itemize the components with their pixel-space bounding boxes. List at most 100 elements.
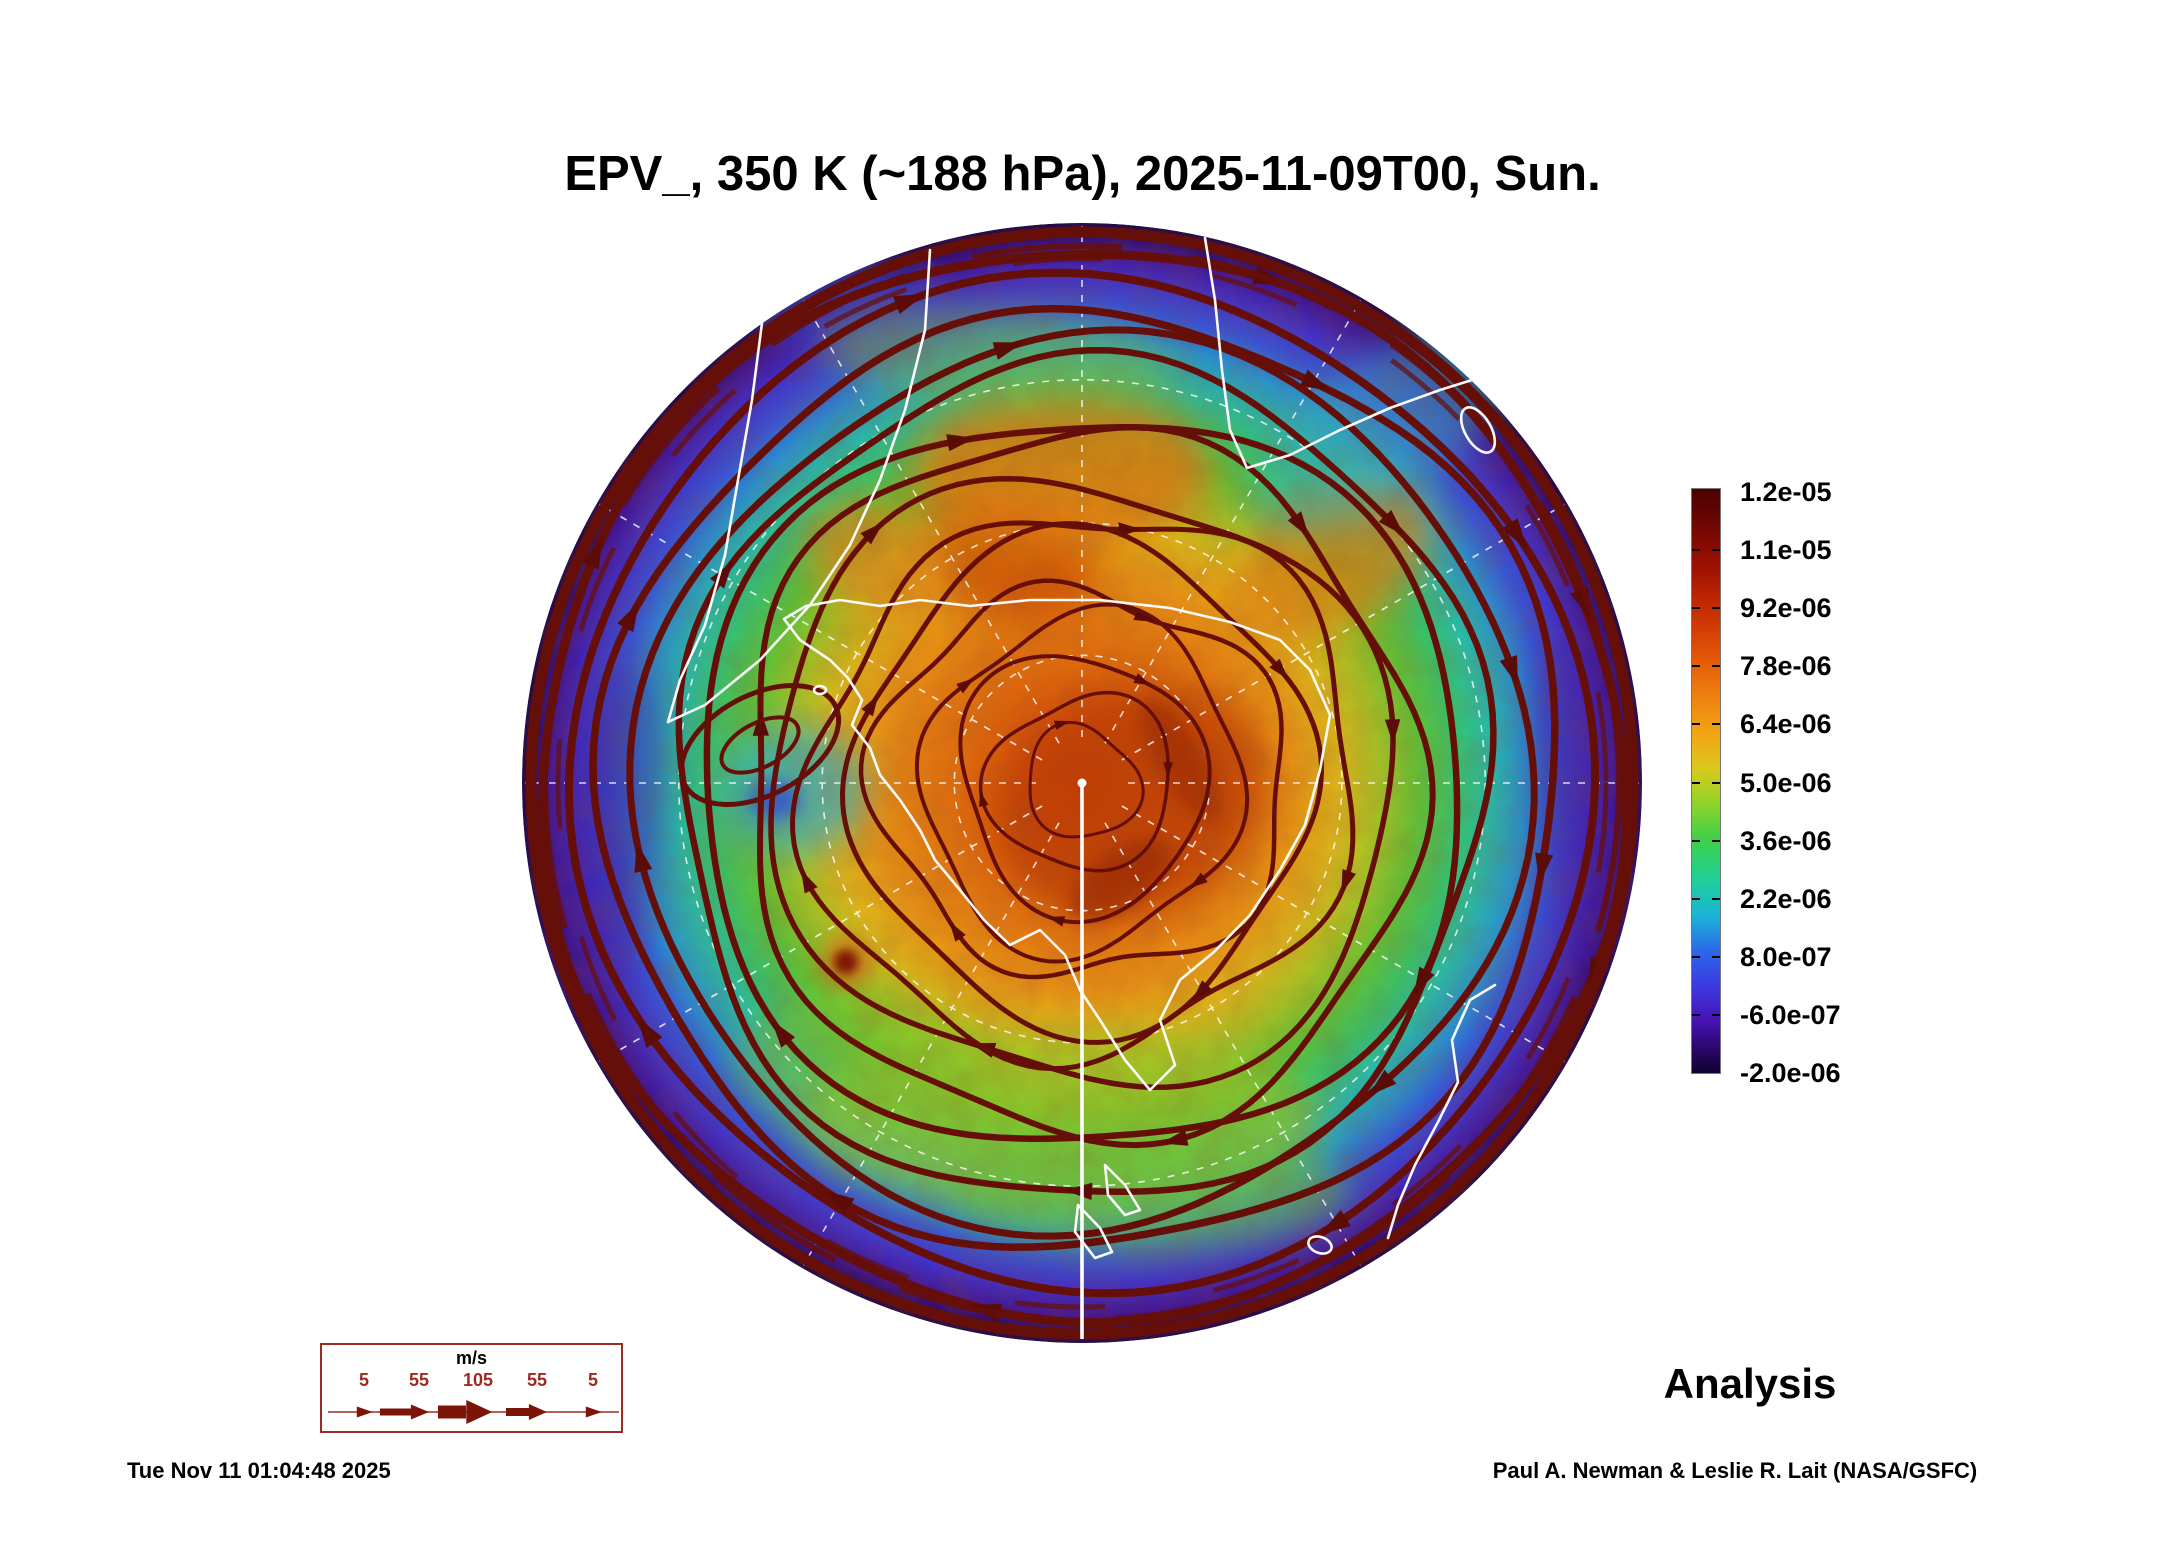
coastlines	[666, 236, 1497, 1260]
plot-title: EPV_, 350 K (~188 hPa), 2025-11-09T00, S…	[564, 147, 1601, 201]
colorbar-tick-mark	[1692, 955, 1700, 958]
colorbar-gradient	[1692, 489, 1720, 1073]
wind-scale-arrow	[585, 1406, 602, 1418]
colorbar-tick-label: 6.4e-06	[1740, 709, 1832, 740]
streamline-arrowhead	[1501, 518, 1528, 550]
colorbar-tick-label: -6.0e-07	[1740, 999, 1841, 1030]
streamline-arrowhead	[1535, 852, 1554, 883]
wind-unit-label: m/s	[455, 1348, 488, 1368]
colorbar-tick-mark	[1712, 781, 1720, 784]
streamline-arrowhead	[946, 434, 976, 452]
colorbar-tick-mark	[1692, 897, 1700, 900]
coastline-south-america-east	[666, 248, 932, 724]
streamline-arrowhead	[861, 694, 879, 717]
colorbar-tick-label: 1.1e-05	[1740, 535, 1832, 566]
streamline-arrowhead	[1192, 980, 1212, 1001]
streamline-arrowhead	[956, 677, 975, 694]
streamline-arrowhead	[1053, 720, 1071, 730]
streamline-arrowhead	[636, 1016, 663, 1048]
colorbar-tick-mark	[1712, 607, 1720, 610]
colorbar-tick-label: 5.0e-06	[1740, 767, 1832, 798]
island-outline	[1459, 406, 1497, 454]
island-outline	[812, 684, 828, 696]
colorbar-tick-mark	[1712, 1013, 1720, 1016]
streamline-arrowhead	[1047, 916, 1066, 927]
streamline-arrowhead	[1368, 1069, 1397, 1096]
map-area	[510, 211, 1654, 1355]
cutoff-eddy-streamline	[719, 715, 801, 775]
streamline-arrowhead	[617, 601, 640, 633]
coastline-new-zealand-north	[1103, 1163, 1142, 1217]
wind-tick-label: 5	[587, 1370, 598, 1390]
wind-arrow-scale	[328, 1400, 619, 1424]
colorbar-tick-mark	[1712, 839, 1720, 842]
colorbar-tick-mark	[1712, 549, 1720, 552]
streamline-arrowhead	[824, 1190, 855, 1215]
streamline-arrowhead	[1384, 719, 1401, 745]
wind-speed-legend: m/s 5 55 105 55 5	[320, 1343, 623, 1433]
colorbar	[1691, 488, 1721, 1074]
coastline-antarctica	[782, 598, 1332, 1092]
streamline-arrowhead	[1299, 369, 1331, 391]
credit-text: Paul A. Newman & Leslie R. Lait (NASA/GS…	[1492, 1458, 1978, 1483]
colorbar-tick-mark	[1692, 1013, 1700, 1016]
pole-marker	[1077, 778, 1087, 788]
streamline-arrowhead	[1189, 872, 1208, 889]
coastline-south-america-west	[666, 321, 764, 724]
wind-tick-label: 5	[358, 1370, 369, 1390]
streamline-arrowhead	[992, 342, 1024, 360]
colorbar-tick-mark	[1692, 665, 1700, 668]
colorbar-tick-label: 9.2e-06	[1740, 593, 1832, 624]
map-layers	[522, 223, 1642, 1343]
colorbar-tick-mark	[1712, 955, 1720, 958]
map-svg	[522, 223, 1642, 1343]
colorbar-tick-mark	[1692, 723, 1700, 726]
colorbar-tick-label: 2.2e-06	[1740, 883, 1832, 914]
streamline-arrowhead	[581, 537, 603, 570]
streamline-arrowhead	[979, 790, 989, 808]
streamline-arrowhead	[771, 1020, 796, 1048]
colorbar-tick-label: -2.0e-06	[1740, 1058, 1841, 1088]
colorbar-tick-label: 1.2e-05	[1740, 477, 1832, 507]
wind-scale-arrow	[528, 1404, 547, 1420]
streamline-arrowhead	[1133, 673, 1152, 686]
streamline-arrowhead	[1341, 869, 1357, 894]
colorbar-tick-mark	[1712, 665, 1720, 668]
streamline-arrowhead	[1378, 509, 1405, 536]
timestamp-text: Tue Nov 11 01:04:48 2025	[127, 1458, 391, 1483]
island-outline	[1307, 1235, 1333, 1255]
wind-scale-arrow	[410, 1404, 429, 1420]
streamline-arrowhead	[1269, 658, 1289, 680]
coastline-africa-south	[1203, 236, 1474, 470]
streamline-arrowhead	[800, 869, 818, 894]
colorbar-tick-mark	[1692, 549, 1700, 552]
colorbar-tick-mark	[1712, 897, 1720, 900]
streamline-arrowhead	[1319, 1209, 1351, 1235]
streamline-arrowhead	[1499, 655, 1518, 686]
analysis-label: Analysis	[1663, 1360, 1837, 1407]
colorbar-tick-mark	[1692, 839, 1700, 842]
rim-streamline-ring	[542, 243, 1622, 1323]
wind-scale-arrow	[466, 1400, 493, 1424]
streamline-arrowhead	[1160, 1129, 1189, 1146]
streamline-arrowhead	[1163, 762, 1173, 778]
colorbar-tick-mark	[1692, 781, 1700, 784]
coastline-australia	[1386, 983, 1497, 1240]
streamline-arrowhead	[1287, 511, 1310, 538]
streamline-arrowhead	[1413, 966, 1435, 996]
streamline-arrowhead	[860, 521, 884, 545]
wind-tick-label: 55	[408, 1370, 430, 1390]
streamline-arrowhead	[709, 560, 734, 589]
streamline-arrowhead	[949, 921, 966, 942]
colorbar-labels: 1.2e-05 1.1e-05 9.2e-06 7.8e-06 6.4e-06 5.0e-…	[1740, 0, 1960, 1200]
colorbar-tick-mark	[1692, 607, 1700, 610]
wind-tick-label: 55	[526, 1370, 548, 1390]
colorbar-tick-label: 8.0e-07	[1740, 941, 1832, 972]
colorbar-tick-mark	[1712, 723, 1720, 726]
cutoff-eddy-streamline	[678, 682, 842, 808]
colorbar-tick-label: 7.8e-06	[1740, 651, 1832, 682]
colorbar-tick-label: 3.6e-06	[1740, 825, 1832, 856]
wind-scale-arrow	[356, 1406, 373, 1418]
coastline-new-zealand-south	[1073, 1203, 1114, 1260]
